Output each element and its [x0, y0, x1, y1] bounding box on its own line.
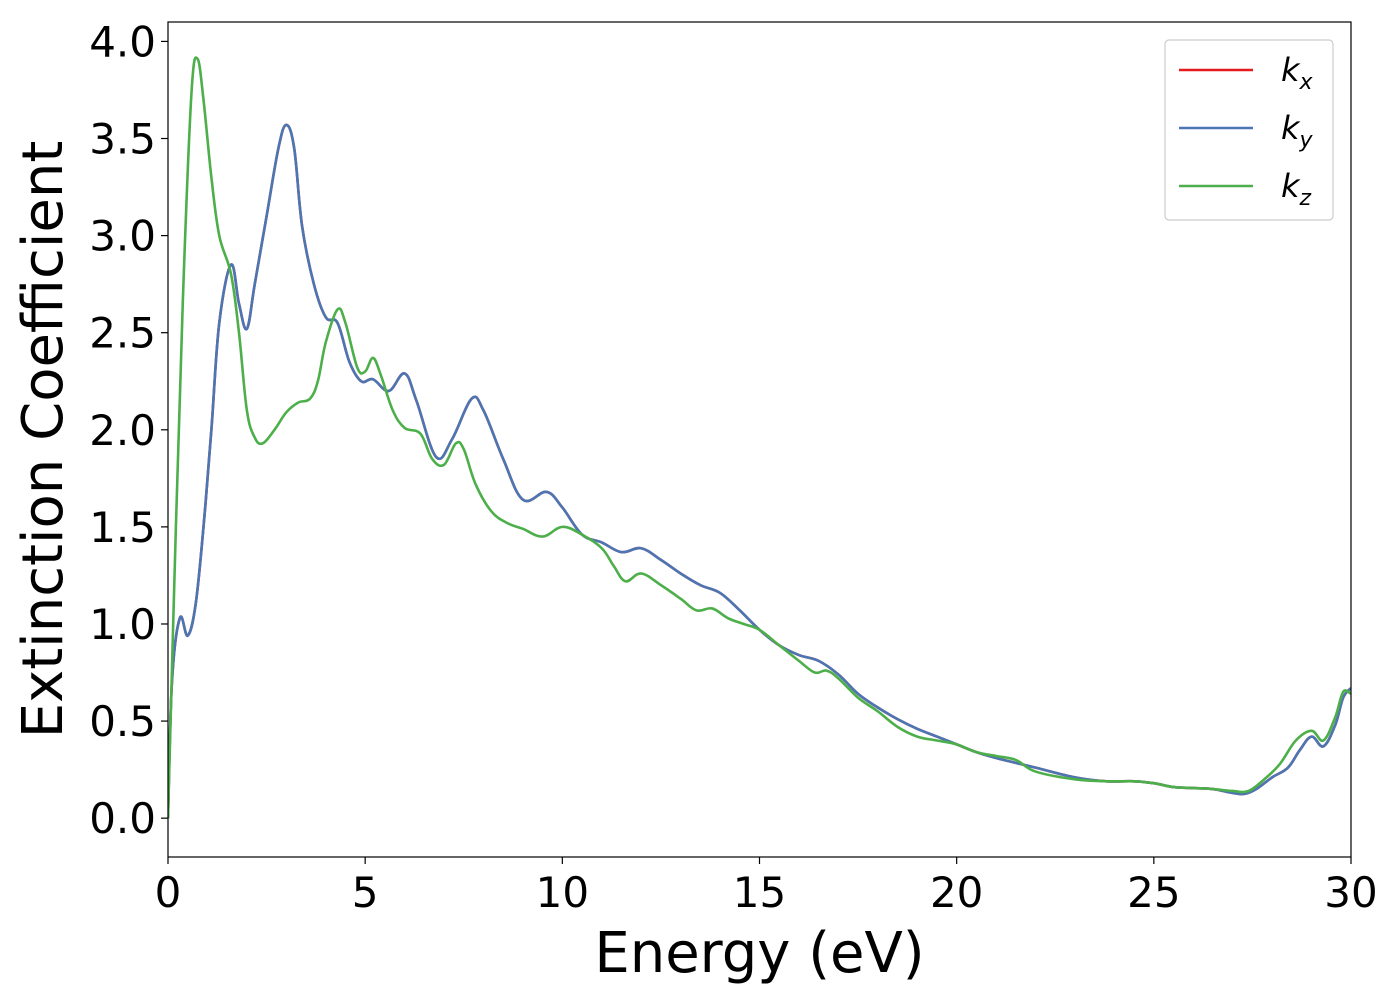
plot-lines [168, 56, 1351, 819]
x-tick-label: 25 [1127, 868, 1180, 917]
x-tick-label: 20 [930, 868, 983, 917]
x-tick-label: 15 [733, 868, 786, 917]
y-tick-label: 3.0 [89, 212, 156, 261]
x-axis-ticks: 0 5 10 15 20 25 30 [155, 857, 1378, 917]
legend-label-z: kz [1281, 167, 1312, 211]
legend-box [1164, 39, 1334, 221]
y-axis-label: Extinction Coefficient [11, 141, 76, 739]
legend-label-y: ky [1281, 109, 1314, 153]
y-axis-ticks: 0.0 0.5 1.0 1.5 2.0 2.5 3.0 3.5 4.0 [89, 17, 168, 843]
legend-label-x: kx [1281, 51, 1314, 95]
x-tick-label: 10 [536, 868, 589, 917]
x-axis-label: Energy (eV) [594, 921, 924, 986]
y-tick-label: 1.0 [89, 600, 156, 649]
y-tick-label: 3.5 [89, 115, 156, 164]
x-tick-label: 30 [1324, 868, 1377, 917]
y-tick-label: 0.5 [89, 697, 156, 746]
legend: kx ky kz [1164, 39, 1334, 221]
series-line-x [168, 123, 1351, 819]
y-tick-label: 1.5 [89, 503, 156, 552]
x-tick-label: 0 [155, 868, 182, 917]
y-tick-label: 2.0 [89, 406, 156, 455]
y-tick-label: 0.0 [89, 794, 156, 843]
y-tick-label: 4.0 [89, 17, 156, 66]
series-line-z [168, 56, 1351, 819]
series-line-y [168, 123, 1351, 819]
y-tick-label: 2.5 [89, 309, 156, 358]
x-tick-label: 5 [352, 868, 379, 917]
